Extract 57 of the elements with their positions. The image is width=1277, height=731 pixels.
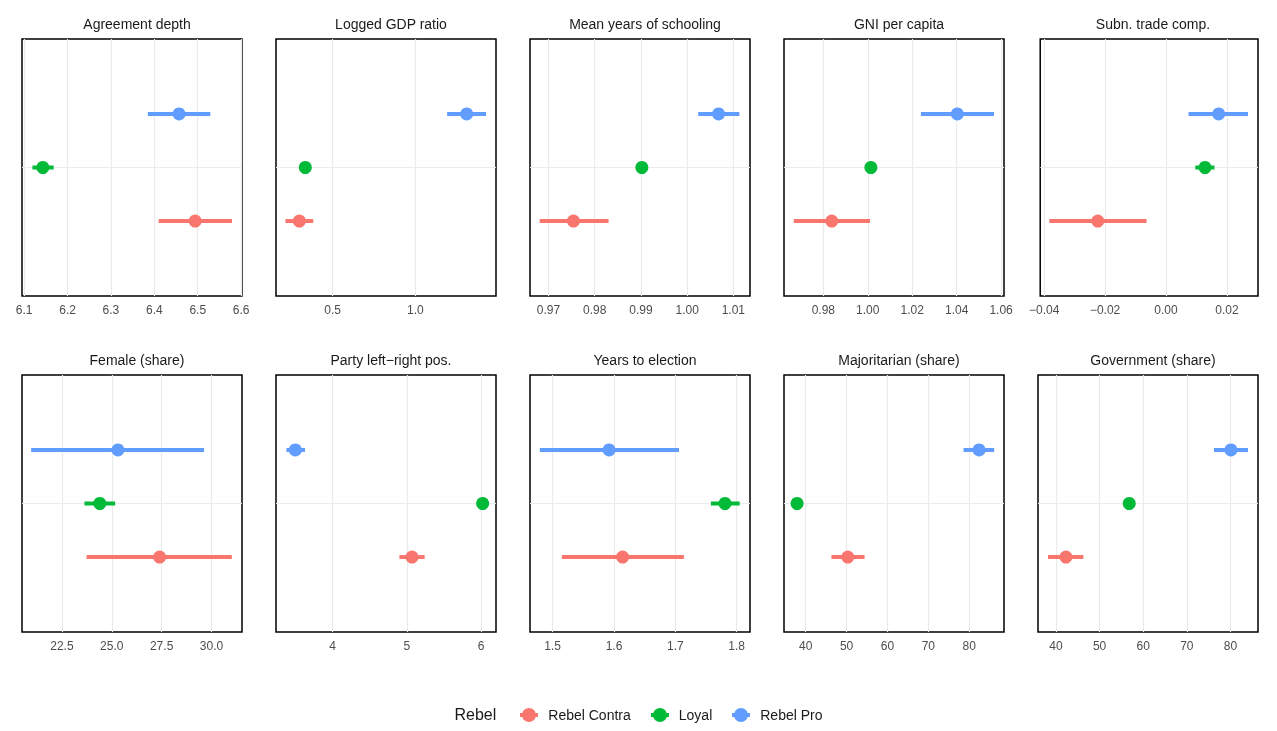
chart-title: Agreement depth	[83, 16, 191, 32]
x-tick-label: 1.01	[721, 303, 746, 317]
chart-title: GNI per capita	[853, 16, 945, 32]
x-tick-label: −0.04	[1028, 303, 1060, 317]
x-tick-label: 1.00	[856, 303, 880, 317]
x-tick-label: 25.0	[100, 639, 124, 653]
x-tick-label: 6.5	[189, 303, 207, 317]
chart-title: Female (share)	[89, 352, 185, 368]
x-tick-label: 40	[1049, 639, 1063, 653]
legend-label: Rebel Contra	[548, 707, 631, 723]
legend-label: Loyal	[678, 707, 713, 723]
legend-title: Rebel	[454, 706, 497, 724]
legend-label: Rebel Pro	[760, 707, 823, 723]
x-tick-label: 50	[1092, 639, 1107, 653]
x-tick-label: 22.5	[50, 639, 74, 653]
x-tick-label: 60	[880, 639, 895, 653]
x-tick-label: 0.97	[536, 303, 561, 317]
chart-title: Majoritarian (share)	[838, 352, 960, 368]
x-tick-label: 5	[403, 639, 411, 653]
chart-title: Government (share)	[1090, 352, 1216, 368]
x-tick-label: 0.5	[324, 303, 342, 317]
chart-title: Party left−right pos.	[330, 352, 452, 368]
x-tick-label: 0.02	[1215, 303, 1239, 317]
x-tick-label: 1.0	[407, 303, 425, 317]
x-tick-label: 1.6	[605, 639, 623, 653]
x-tick-label: 6.1	[15, 303, 33, 317]
x-tick-label: 6.4	[146, 303, 164, 317]
x-tick-label: 1.5	[544, 639, 562, 653]
x-tick-label: 4	[329, 639, 337, 653]
chart-title: Mean years of schooling	[569, 16, 721, 32]
x-tick-label: 60	[1136, 639, 1151, 653]
x-tick-label: 1.02	[900, 303, 925, 317]
x-tick-label: 30.0	[199, 639, 224, 653]
x-tick-label: 80	[1223, 639, 1238, 653]
x-tick-label: 70	[921, 639, 936, 653]
x-tick-label: 1.06	[989, 303, 1014, 317]
x-tick-label: 1.7	[666, 639, 684, 653]
x-tick-label: 6.6	[232, 303, 250, 317]
x-tick-label: −0.02	[1089, 303, 1121, 317]
x-tick-label: 40	[798, 639, 813, 653]
x-tick-label: 80	[962, 639, 977, 653]
x-tick-label: 1.04	[944, 303, 969, 317]
x-tick-label: 1.00	[675, 303, 700, 317]
x-tick-label: 0.00	[1154, 303, 1179, 317]
chart-title: Years to election	[593, 352, 697, 368]
x-tick-label: 0.98	[811, 303, 836, 317]
chart-title: Subn. trade comp.	[1095, 16, 1211, 32]
x-tick-label: 1.8	[728, 639, 746, 653]
x-tick-label: 6	[477, 639, 485, 653]
x-tick-label: 6.3	[102, 303, 120, 317]
x-tick-label: 0.98	[583, 303, 607, 317]
x-tick-label: 70	[1180, 639, 1194, 653]
x-tick-label: 27.5	[149, 639, 174, 653]
chart-title: Logged GDP ratio	[335, 16, 448, 32]
x-tick-label: 0.99	[629, 303, 653, 317]
x-tick-label: 6.2	[59, 303, 77, 317]
x-tick-label: 50	[839, 639, 854, 653]
